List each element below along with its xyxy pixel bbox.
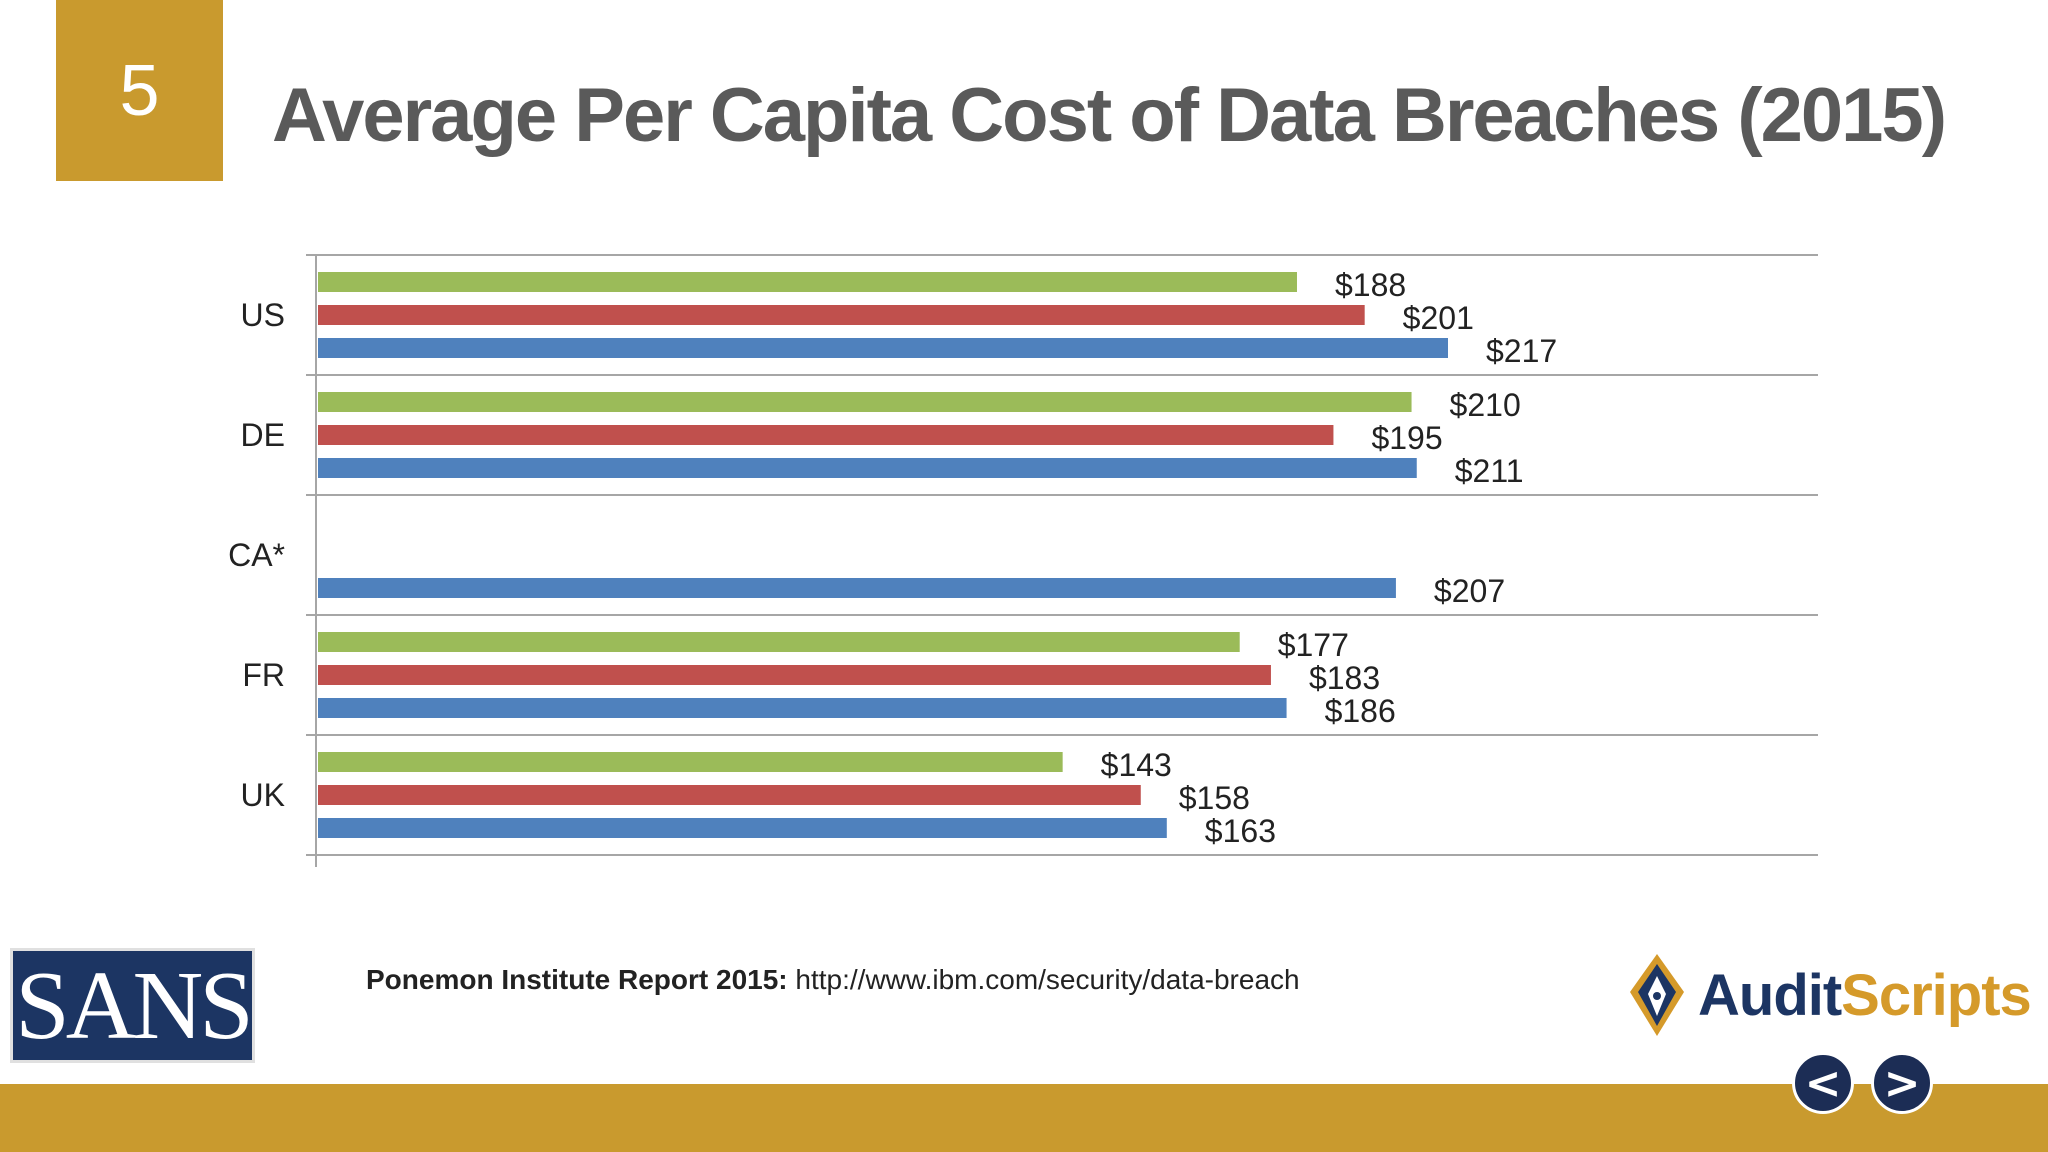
page-title: Average Per Capita Cost of Data Breaches… bbox=[272, 73, 1947, 158]
source-label: Ponemon Institute Report 2015: bbox=[366, 964, 788, 995]
auditscripts-scripts: Scripts bbox=[1841, 962, 2032, 1028]
data-label: $177 bbox=[1278, 627, 1349, 663]
auditscripts-logo: AuditScripts bbox=[1622, 950, 2040, 1040]
category-label: DE bbox=[241, 417, 285, 453]
bar bbox=[318, 752, 1063, 772]
bar bbox=[318, 392, 1412, 412]
bar bbox=[318, 818, 1167, 838]
data-label: $217 bbox=[1486, 333, 1557, 369]
data-label: $211 bbox=[1455, 453, 1524, 489]
data-label: $158 bbox=[1179, 780, 1250, 816]
category-label: FR bbox=[242, 657, 285, 693]
data-label: $186 bbox=[1325, 693, 1396, 729]
data-label: $207 bbox=[1434, 573, 1505, 609]
bar bbox=[318, 338, 1448, 358]
category-label: UK bbox=[241, 777, 285, 813]
auditscripts-wordmark: AuditScripts bbox=[1698, 962, 2032, 1029]
footer-text: CIS Critical Security Controls © Enclave… bbox=[612, 15, 1436, 52]
bar bbox=[318, 665, 1271, 685]
bar bbox=[318, 698, 1287, 718]
footer-bar bbox=[0, 1084, 2048, 1152]
data-label: $188 bbox=[1335, 267, 1406, 303]
bar bbox=[318, 458, 1417, 478]
bar bbox=[318, 578, 1396, 598]
sans-logo: SANS bbox=[10, 948, 255, 1063]
data-label: $201 bbox=[1403, 300, 1474, 336]
category-label: CA* bbox=[228, 537, 285, 573]
data-label: $195 bbox=[1371, 420, 1442, 456]
bar bbox=[318, 785, 1141, 805]
slide-number: 5 bbox=[56, 0, 223, 181]
data-label: $183 bbox=[1309, 660, 1380, 696]
data-label: $210 bbox=[1450, 387, 1521, 423]
data-label: $143 bbox=[1101, 747, 1172, 783]
bar bbox=[318, 272, 1297, 292]
data-label: $163 bbox=[1205, 813, 1276, 849]
auditscripts-audit: Audit bbox=[1698, 962, 1842, 1028]
bar bbox=[318, 632, 1240, 652]
bar bbox=[318, 425, 1334, 445]
bar bbox=[318, 305, 1365, 325]
previous-slide-button[interactable]: < bbox=[1792, 1052, 1854, 1114]
category-label: US bbox=[241, 297, 285, 333]
source-citation: Ponemon Institute Report 2015: http://ww… bbox=[366, 964, 1300, 996]
source-url[interactable]: http://www.ibm.com/security/data-breach bbox=[795, 964, 1300, 995]
pen-nib-icon bbox=[1630, 954, 1684, 1036]
next-slide-button[interactable]: > bbox=[1871, 1052, 1933, 1114]
